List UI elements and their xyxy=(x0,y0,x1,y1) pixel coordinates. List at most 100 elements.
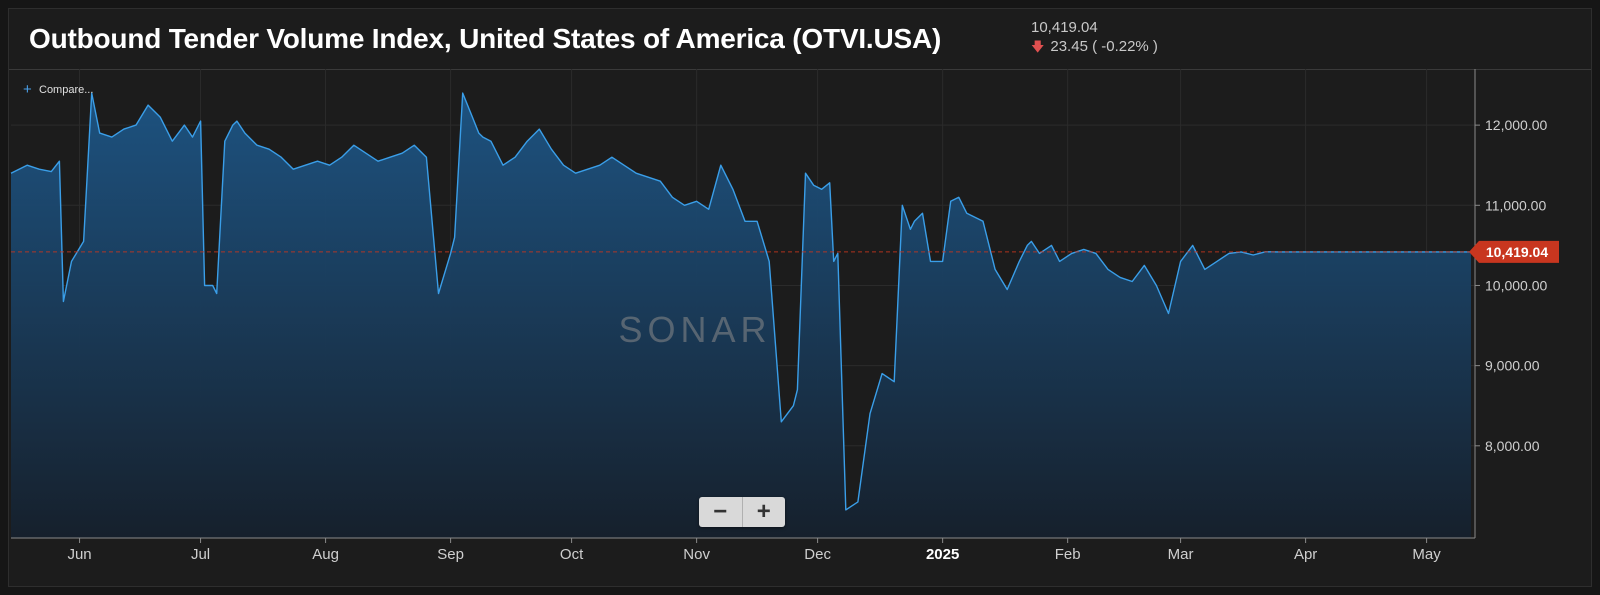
y-tick-label: 12,000.00 xyxy=(1485,117,1547,133)
data-point xyxy=(942,261,944,263)
data-point xyxy=(1031,241,1033,243)
x-tick-label: Dec xyxy=(804,546,831,563)
data-point xyxy=(837,253,839,255)
data-point xyxy=(293,168,295,170)
data-point xyxy=(450,253,452,255)
change-row: 🡇 23.45 ( -0.22% ) xyxy=(1031,37,1158,56)
data-point xyxy=(893,381,895,383)
chart-header: Outbound Tender Volume Index, United Sta… xyxy=(9,9,1591,70)
zoom-controls: − + xyxy=(699,497,785,527)
data-point xyxy=(341,156,343,158)
data-point xyxy=(232,124,234,126)
data-point xyxy=(611,156,613,158)
data-point xyxy=(95,112,97,114)
compare-label[interactable]: Compare... xyxy=(39,84,93,96)
data-point xyxy=(881,373,883,375)
data-point xyxy=(869,413,871,415)
data-point xyxy=(708,209,710,211)
data-point xyxy=(829,182,831,184)
price-quote: 10,419.04 🡇 23.45 ( -0.22% ) xyxy=(1031,18,1158,56)
change-value: 23.45 ( -0.22% ) xyxy=(1050,38,1158,55)
data-point xyxy=(1071,253,1073,255)
data-point xyxy=(470,112,472,114)
data-point xyxy=(192,136,194,138)
data-point xyxy=(821,189,823,191)
data-point xyxy=(329,164,331,166)
data-point xyxy=(768,261,770,263)
data-point xyxy=(914,221,916,223)
data-point xyxy=(256,144,258,146)
x-tick-label: Nov xyxy=(683,546,710,563)
data-point xyxy=(212,285,214,287)
data-point xyxy=(1325,251,1327,253)
data-point xyxy=(551,148,553,150)
data-point xyxy=(793,405,795,407)
data-point xyxy=(490,140,492,142)
data-point xyxy=(99,132,101,134)
y-tick-label: 8,000.00 xyxy=(1485,438,1540,454)
data-point xyxy=(216,293,218,295)
data-point xyxy=(1131,281,1133,283)
x-tick-label: Aug xyxy=(312,546,339,563)
x-tick-label: Sep xyxy=(437,546,464,563)
data-point xyxy=(38,168,40,170)
data-point xyxy=(135,124,137,126)
data-point xyxy=(1373,251,1375,253)
data-point xyxy=(660,180,662,182)
chart-svg[interactable]: SONAR 12,000.00 11,000.00 10,000.00 9,000.00… xyxy=(9,9,1591,586)
data-point xyxy=(994,269,996,271)
data-point xyxy=(950,201,952,203)
data-point xyxy=(502,164,504,166)
data-point xyxy=(539,128,541,130)
data-point xyxy=(83,241,85,243)
data-point xyxy=(1107,269,1109,271)
data-point xyxy=(1168,313,1170,315)
data-point xyxy=(857,501,859,503)
data-point xyxy=(365,152,367,154)
y-tick-label: 11,000.00 xyxy=(1485,197,1546,213)
data-point xyxy=(244,132,246,134)
data-point xyxy=(268,148,270,150)
data-point xyxy=(159,116,161,118)
chart-panel: Outbound Tender Volume Index, United Sta… xyxy=(8,8,1592,587)
data-point xyxy=(1059,261,1061,263)
data-point xyxy=(1458,251,1460,253)
data-point xyxy=(1019,261,1021,263)
data-point xyxy=(426,156,428,158)
data-point xyxy=(51,171,53,173)
data-point xyxy=(10,172,12,174)
data-point xyxy=(805,172,807,174)
data-point xyxy=(1240,251,1242,253)
data-point xyxy=(236,120,238,122)
last-value: 10,419.04 xyxy=(1031,19,1098,36)
data-point xyxy=(389,156,391,158)
data-point xyxy=(732,189,734,191)
data-point xyxy=(635,172,637,174)
down-arrow-icon: 🡇 xyxy=(1031,39,1045,54)
data-point xyxy=(696,201,698,203)
data-point xyxy=(204,285,206,287)
data-point xyxy=(982,221,984,223)
data-point xyxy=(744,221,746,223)
data-point xyxy=(111,136,113,138)
data-point xyxy=(1119,277,1121,279)
zoom-out-button[interactable]: − xyxy=(699,497,743,527)
data-point xyxy=(200,120,202,122)
data-point xyxy=(377,160,379,162)
zoom-in-button[interactable]: + xyxy=(756,498,771,525)
series-line xyxy=(10,92,1471,511)
data-point xyxy=(438,293,440,295)
data-point xyxy=(526,140,528,142)
data-point xyxy=(514,156,516,158)
data-point xyxy=(59,160,61,162)
data-point xyxy=(833,261,835,263)
data-point xyxy=(305,164,307,166)
data-point xyxy=(184,124,186,126)
data-point xyxy=(922,213,924,215)
x-tick-label: Jul xyxy=(191,546,210,563)
data-point xyxy=(756,221,758,223)
data-point xyxy=(401,152,403,154)
data-point xyxy=(902,205,904,207)
chart-title: Outbound Tender Volume Index, United Sta… xyxy=(29,23,942,54)
data-point xyxy=(1051,245,1053,247)
